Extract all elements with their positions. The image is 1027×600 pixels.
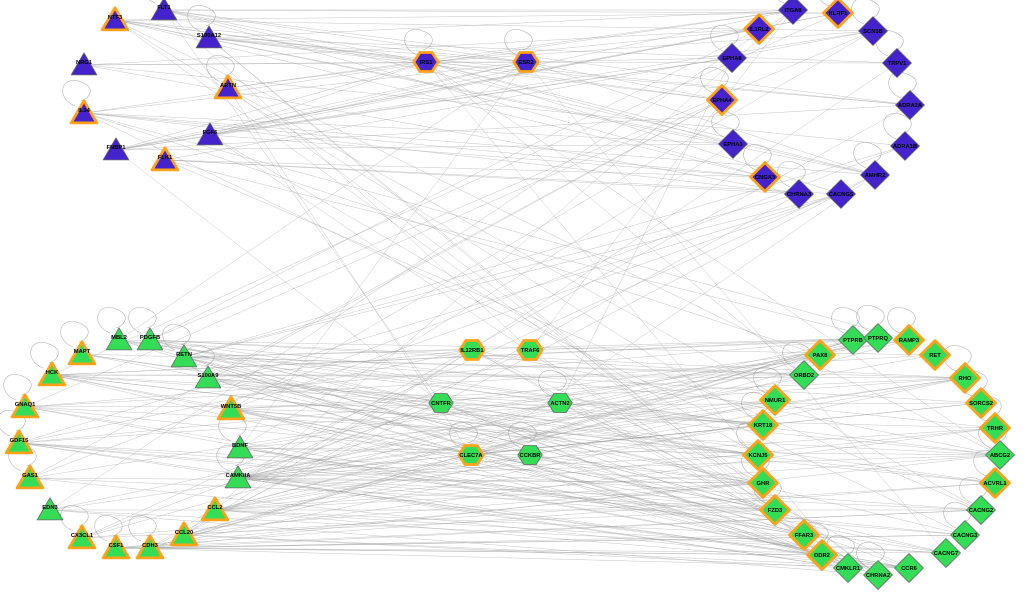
svg-text:HCK: HCK: [46, 370, 59, 376]
svg-text:S100A9: S100A9: [198, 373, 220, 379]
svg-text:CMKLR1: CMKLR1: [836, 566, 861, 572]
svg-text:CHRNA3: CHRNA3: [787, 192, 812, 198]
svg-text:IL34: IL34: [78, 108, 90, 114]
svg-text:KLRF1: KLRF1: [829, 11, 848, 17]
svg-text:IRS1: IRS1: [420, 60, 434, 66]
svg-text:FFAR3: FFAR3: [795, 533, 814, 539]
svg-text:NRG1: NRG1: [76, 60, 93, 66]
svg-text:BDNF: BDNF: [232, 443, 249, 449]
svg-text:RET: RET: [929, 353, 941, 359]
svg-text:CNGA3: CNGA3: [755, 175, 776, 181]
svg-text:CACNG7: CACNG7: [934, 551, 958, 557]
svg-text:EPHA3: EPHA3: [723, 142, 743, 148]
svg-text:CSF1: CSF1: [109, 543, 125, 549]
svg-text:RHO: RHO: [959, 376, 972, 382]
svg-text:CCR6: CCR6: [901, 566, 918, 572]
svg-text:CACNG5: CACNG5: [829, 192, 854, 198]
svg-text:CNTFR: CNTFR: [431, 401, 451, 407]
svg-text:MAPT: MAPT: [74, 349, 91, 355]
svg-text:PAX8: PAX8: [813, 353, 828, 359]
svg-text:CACNG3: CACNG3: [953, 533, 978, 539]
svg-text:ADRA1B: ADRA1B: [893, 144, 917, 150]
svg-text:NTF3: NTF3: [108, 15, 123, 21]
svg-text:RAMP3: RAMP3: [899, 338, 920, 344]
svg-text:PDGFB: PDGFB: [140, 335, 160, 341]
svg-text:CDH3: CDH3: [142, 543, 159, 549]
svg-text:CCKBR: CCKBR: [520, 453, 542, 459]
svg-text:MBL2: MBL2: [111, 335, 127, 341]
svg-text:TRPV1: TRPV1: [888, 61, 907, 67]
svg-text:ACTN2: ACTN2: [550, 401, 569, 407]
svg-text:CACNG2: CACNG2: [969, 508, 993, 514]
svg-text:RETN: RETN: [176, 352, 192, 358]
svg-text:FLK1: FLK1: [158, 155, 173, 161]
svg-text:TRHR: TRHR: [987, 426, 1004, 432]
svg-text:IL1RL2: IL1RL2: [749, 27, 768, 33]
svg-text:ABCG2: ABCG2: [990, 453, 1010, 459]
svg-text:KCNJ5: KCNJ5: [748, 453, 768, 459]
svg-text:CX3CL1: CX3CL1: [71, 533, 94, 539]
svg-text:ESR2: ESR2: [518, 60, 533, 66]
svg-text:EPHA4: EPHA4: [712, 98, 732, 104]
svg-text:SORCS2: SORCS2: [969, 401, 993, 407]
svg-text:PTPRQ: PTPRQ: [868, 336, 888, 342]
svg-text:CHRNA2: CHRNA2: [866, 573, 890, 579]
svg-text:IL12RB1: IL12RB1: [460, 348, 484, 354]
svg-text:KRT18: KRT18: [754, 423, 773, 429]
svg-text:GHR: GHR: [757, 481, 771, 487]
svg-text:TRAF6: TRAF6: [521, 348, 540, 354]
svg-text:AMHR2: AMHR2: [865, 173, 886, 179]
svg-text:FZD3: FZD3: [768, 508, 783, 514]
svg-text:ACVRL1: ACVRL1: [983, 481, 1007, 487]
svg-text:ADRA2A: ADRA2A: [898, 103, 923, 109]
svg-text:EDN3: EDN3: [42, 505, 58, 511]
svg-text:GDF15: GDF15: [10, 438, 29, 444]
svg-text:CLEC7A: CLEC7A: [459, 453, 483, 459]
svg-text:EPHA8: EPHA8: [722, 56, 742, 62]
svg-text:WNT5B: WNT5B: [221, 404, 242, 410]
svg-text:CCL20: CCL20: [175, 530, 193, 536]
svg-text:CAMKIIA: CAMKIIA: [226, 473, 252, 479]
svg-text:FNBP1: FNBP1: [106, 145, 126, 151]
svg-text:ITGA8: ITGA8: [784, 8, 802, 14]
svg-text:CCL2: CCL2: [207, 505, 222, 511]
svg-text:FGF6: FGF6: [203, 130, 219, 136]
svg-text:ARTN: ARTN: [220, 83, 236, 89]
svg-text:ORBD2: ORBD2: [794, 373, 814, 379]
svg-text:PTPRB: PTPRB: [843, 338, 863, 344]
svg-text:NMUR1: NMUR1: [765, 398, 786, 404]
svg-text:SCN3B: SCN3B: [863, 29, 883, 35]
svg-text:S100A12: S100A12: [197, 33, 221, 39]
svg-text:GNAQ1: GNAQ1: [15, 402, 36, 408]
svg-text:DDR2: DDR2: [814, 553, 830, 559]
svg-text:FLT1: FLT1: [157, 5, 171, 11]
svg-text:GAS1: GAS1: [22, 473, 39, 479]
